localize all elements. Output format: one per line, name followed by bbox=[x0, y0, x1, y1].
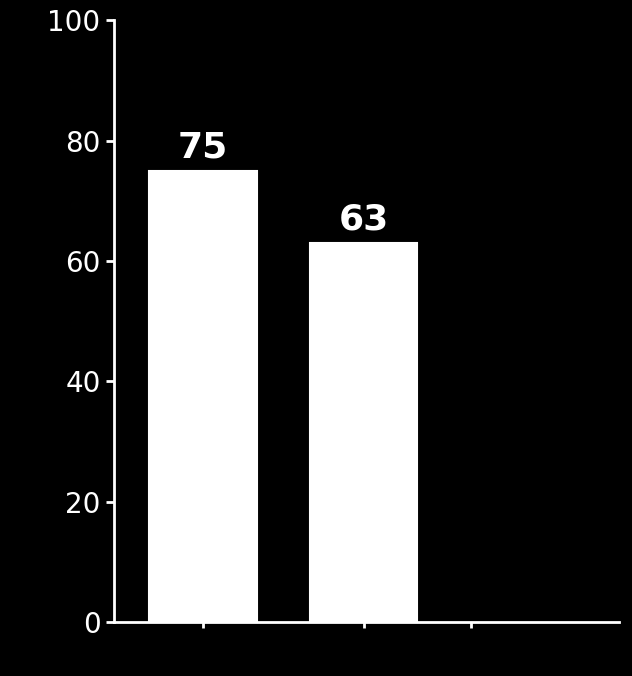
Text: 63: 63 bbox=[339, 203, 389, 237]
Bar bbox=[149, 170, 257, 622]
Text: 75: 75 bbox=[178, 130, 228, 165]
Bar bbox=[310, 243, 417, 622]
